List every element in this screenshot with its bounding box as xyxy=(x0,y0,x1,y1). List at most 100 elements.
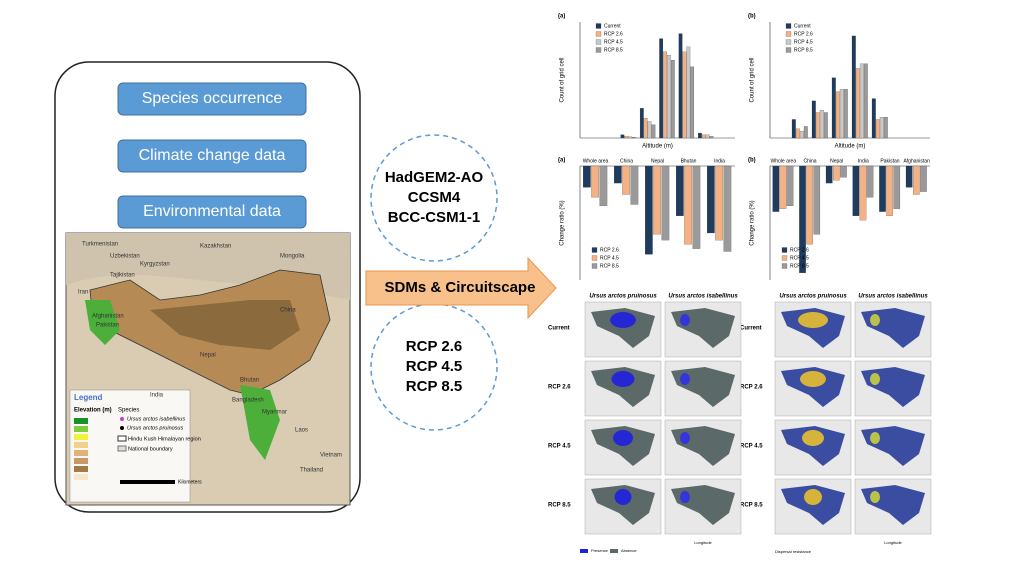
bar xyxy=(622,165,630,195)
bar xyxy=(620,134,625,139)
category-label: India xyxy=(714,158,725,164)
rcp-circle xyxy=(370,303,498,431)
legend-species-item: Ursus arctos pruinosus xyxy=(127,425,183,431)
bar xyxy=(723,165,732,252)
bar xyxy=(786,165,794,207)
bar xyxy=(875,119,880,139)
bar xyxy=(851,35,856,139)
category-label: China xyxy=(803,158,816,164)
legend-absence xyxy=(610,549,618,553)
map-row-label: RCP 8.5 xyxy=(740,503,763,509)
category-label: Nepal xyxy=(830,158,843,164)
bar xyxy=(692,165,701,249)
legend-resistance-label: Dispersal resistance xyxy=(775,549,812,554)
map-column-title: Ursus arctos isabellinus xyxy=(668,294,738,300)
map-row-label: RCP 4.5 xyxy=(548,444,571,450)
map-row-label: RCP 4.5 xyxy=(740,444,763,450)
gcm-label: CCSM4 xyxy=(408,189,461,206)
input-button xyxy=(117,82,307,116)
bar xyxy=(779,165,787,209)
legend-presence xyxy=(580,549,588,553)
boundary-swatch xyxy=(117,445,127,452)
method-label: SDMs & Circuitscape xyxy=(385,279,536,296)
country-label: Uzbekistan xyxy=(110,254,140,260)
country-label: Pakistan xyxy=(96,323,119,329)
legend-label: RCP 8.5 xyxy=(794,47,813,53)
map-row-label: RCP 2.6 xyxy=(548,385,571,391)
country-label: Tajikistan xyxy=(110,273,135,279)
bar xyxy=(698,132,702,139)
legend-swatch xyxy=(591,247,598,253)
legend-presence-label: Presence xyxy=(591,548,609,553)
bar xyxy=(823,112,828,139)
habitat-patch xyxy=(680,491,690,503)
habitat-patch xyxy=(800,371,826,387)
bar xyxy=(630,165,639,205)
country-label: Vietnam xyxy=(320,453,342,459)
legend-swatch xyxy=(595,39,602,45)
habitat-patch xyxy=(870,491,880,503)
bar xyxy=(709,136,714,139)
panel-label: (b) xyxy=(748,158,756,164)
country-label: Bangladesh xyxy=(232,398,264,404)
map-row-label: RCP 2.6 xyxy=(740,385,763,391)
habitat-patch xyxy=(611,371,635,387)
species-dot xyxy=(120,417,124,421)
bar xyxy=(644,165,653,255)
map-column-title: Ursus arctos isabellinus xyxy=(858,294,928,300)
y-axis-label: Change ratio (%) xyxy=(750,200,756,245)
habitat-patch xyxy=(610,312,636,328)
gcm-label: HadGEM2-AO xyxy=(385,169,484,186)
panel-label: (a) xyxy=(558,14,565,20)
country-label: Thailand xyxy=(300,468,323,474)
study-area-map xyxy=(65,232,351,506)
elevation-swatches xyxy=(74,418,88,480)
bar xyxy=(599,165,608,207)
legend-swatch xyxy=(595,23,602,29)
habitat-patch xyxy=(802,430,824,446)
legend-label: RCP 4.5 xyxy=(604,39,623,45)
bar xyxy=(678,33,683,139)
legend-scale: Kilometers xyxy=(178,479,202,485)
map-x-label: Longitude xyxy=(884,540,902,545)
legend-swatch xyxy=(591,263,598,269)
bar xyxy=(686,46,691,139)
country-label: China xyxy=(280,308,296,314)
legend-absence-label: Absence xyxy=(621,548,637,553)
legend-label: RCP 4.5 xyxy=(790,255,809,261)
bar xyxy=(591,165,599,198)
legend-region: Hindu Kush Himalayan region xyxy=(128,436,201,442)
country-label: Kyrgyzstan xyxy=(140,262,170,268)
habitat-patch xyxy=(870,373,880,385)
bar xyxy=(859,165,867,221)
y-axis-label: Count of grid cell xyxy=(750,57,756,102)
map-column-title: Ursus arctos pruinosus xyxy=(779,294,847,300)
input-label: Species occurrence xyxy=(142,90,283,107)
habitat-patch xyxy=(680,432,690,444)
country-label: Kazakhstan xyxy=(200,244,231,250)
country-label: Turkmenistan xyxy=(82,242,118,248)
category-label: Whole area xyxy=(583,158,609,164)
bar xyxy=(706,165,715,234)
bar xyxy=(684,165,692,245)
bar xyxy=(647,121,652,139)
habitat-patch xyxy=(798,312,828,328)
bar xyxy=(799,130,804,139)
legend-swatch xyxy=(781,247,788,253)
bar xyxy=(871,98,876,139)
habitat-patch xyxy=(804,489,822,505)
legend-swatch xyxy=(591,255,598,261)
input-label: Environmental data xyxy=(143,203,281,220)
country-label: Afghanistan xyxy=(92,314,124,320)
legend-swatch xyxy=(785,23,792,29)
legend-swatch xyxy=(781,263,788,269)
bar xyxy=(839,89,844,139)
legend-label: Current xyxy=(604,23,621,29)
category-label: Whole area xyxy=(771,158,797,164)
bar xyxy=(799,165,806,273)
method-arrow xyxy=(365,256,557,320)
category-label: Afghanistan xyxy=(903,158,930,164)
species-dot xyxy=(120,426,124,430)
country-label: Myanmar xyxy=(262,410,287,416)
